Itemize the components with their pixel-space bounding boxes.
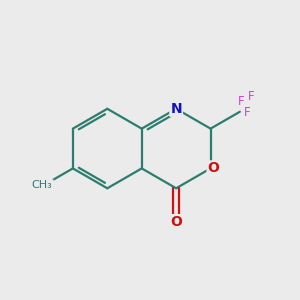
Text: CH₃: CH₃ bbox=[32, 180, 52, 190]
Text: O: O bbox=[208, 161, 220, 176]
Text: F: F bbox=[244, 106, 251, 118]
Text: F: F bbox=[238, 95, 244, 108]
Text: F: F bbox=[248, 90, 254, 103]
Text: O: O bbox=[170, 215, 182, 229]
Text: N: N bbox=[170, 102, 182, 116]
